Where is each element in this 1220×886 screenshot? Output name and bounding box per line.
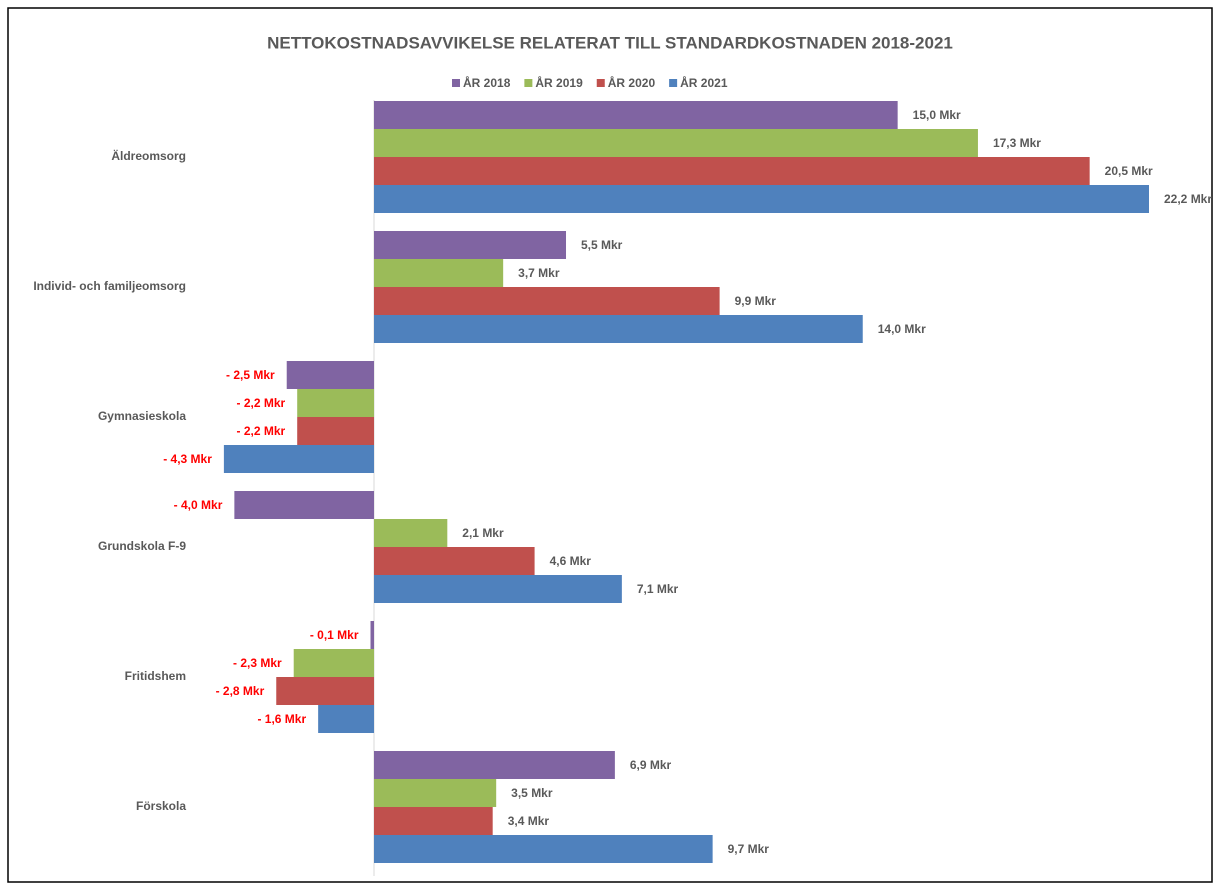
value-label: 3,5 Mkr	[511, 786, 553, 800]
value-label: - 4,0 Mkr	[174, 498, 223, 512]
legend-label: ÅR 2019	[535, 75, 583, 90]
value-label: 6,9 Mkr	[630, 758, 672, 772]
legend-swatch	[669, 79, 678, 87]
category-label: Grundskola F-9	[98, 539, 186, 553]
bar	[293, 649, 374, 677]
bar	[374, 129, 978, 157]
bar	[223, 445, 374, 473]
bar	[318, 705, 374, 733]
category-label: Fritidshem	[125, 669, 186, 683]
value-label: - 1,6 Mkr	[257, 712, 306, 726]
legend-swatch	[452, 79, 460, 87]
bar	[286, 361, 374, 389]
legend-label: ÅR 2021	[680, 75, 728, 90]
bar	[374, 519, 448, 547]
legend-swatch	[524, 79, 533, 87]
chart-title: NETTOKOSTNADSAVVIKELSE RELATERAT TILL ST…	[267, 33, 953, 52]
value-label: 9,9 Mkr	[735, 294, 777, 308]
bar	[374, 185, 1149, 213]
category-label: Förskola	[136, 799, 186, 813]
value-label: 22,2 Mkr	[1164, 192, 1212, 206]
value-label: 15,0 Mkr	[913, 108, 961, 122]
value-label: - 4,3 Mkr	[163, 452, 212, 466]
value-label: 20,5 Mkr	[1105, 164, 1153, 178]
legend-label: ÅR 2018	[463, 75, 511, 90]
value-label: - 2,5 Mkr	[226, 368, 275, 382]
value-label: - 0,1 Mkr	[310, 628, 359, 642]
value-label: 2,1 Mkr	[462, 526, 504, 540]
category-label: Gymnasieskola	[98, 409, 186, 423]
bar	[374, 157, 1090, 185]
bar	[374, 287, 720, 315]
value-label: - 2,2 Mkr	[237, 424, 286, 438]
value-label: 17,3 Mkr	[993, 136, 1041, 150]
value-label: 4,6 Mkr	[550, 554, 592, 568]
value-label: 9,7 Mkr	[728, 842, 770, 856]
bar	[374, 835, 713, 863]
bar	[370, 621, 374, 649]
bar	[276, 677, 374, 705]
bar	[374, 779, 497, 807]
bar	[234, 491, 374, 519]
bar	[374, 315, 863, 343]
bar	[374, 231, 567, 259]
bar	[374, 575, 622, 603]
value-label: - 2,2 Mkr	[237, 396, 286, 410]
legend-swatch	[596, 79, 605, 87]
legend-label: ÅR 2020	[608, 75, 656, 90]
bar	[374, 101, 898, 129]
value-label: - 2,3 Mkr	[233, 656, 282, 670]
category-label: Äldreomsorg	[111, 148, 186, 163]
bar	[297, 389, 374, 417]
bar	[374, 547, 535, 575]
value-label: 14,0 Mkr	[878, 322, 926, 336]
value-label: 7,1 Mkr	[637, 582, 679, 596]
bar	[297, 417, 374, 445]
bar	[374, 259, 504, 287]
bar	[374, 807, 493, 835]
category-label: Individ- och familjeomsorg	[33, 279, 186, 293]
value-label: - 2,8 Mkr	[216, 684, 265, 698]
value-label: 3,7 Mkr	[518, 266, 560, 280]
value-label: 5,5 Mkr	[581, 238, 623, 252]
value-label: 3,4 Mkr	[508, 814, 550, 828]
bar	[374, 751, 615, 779]
